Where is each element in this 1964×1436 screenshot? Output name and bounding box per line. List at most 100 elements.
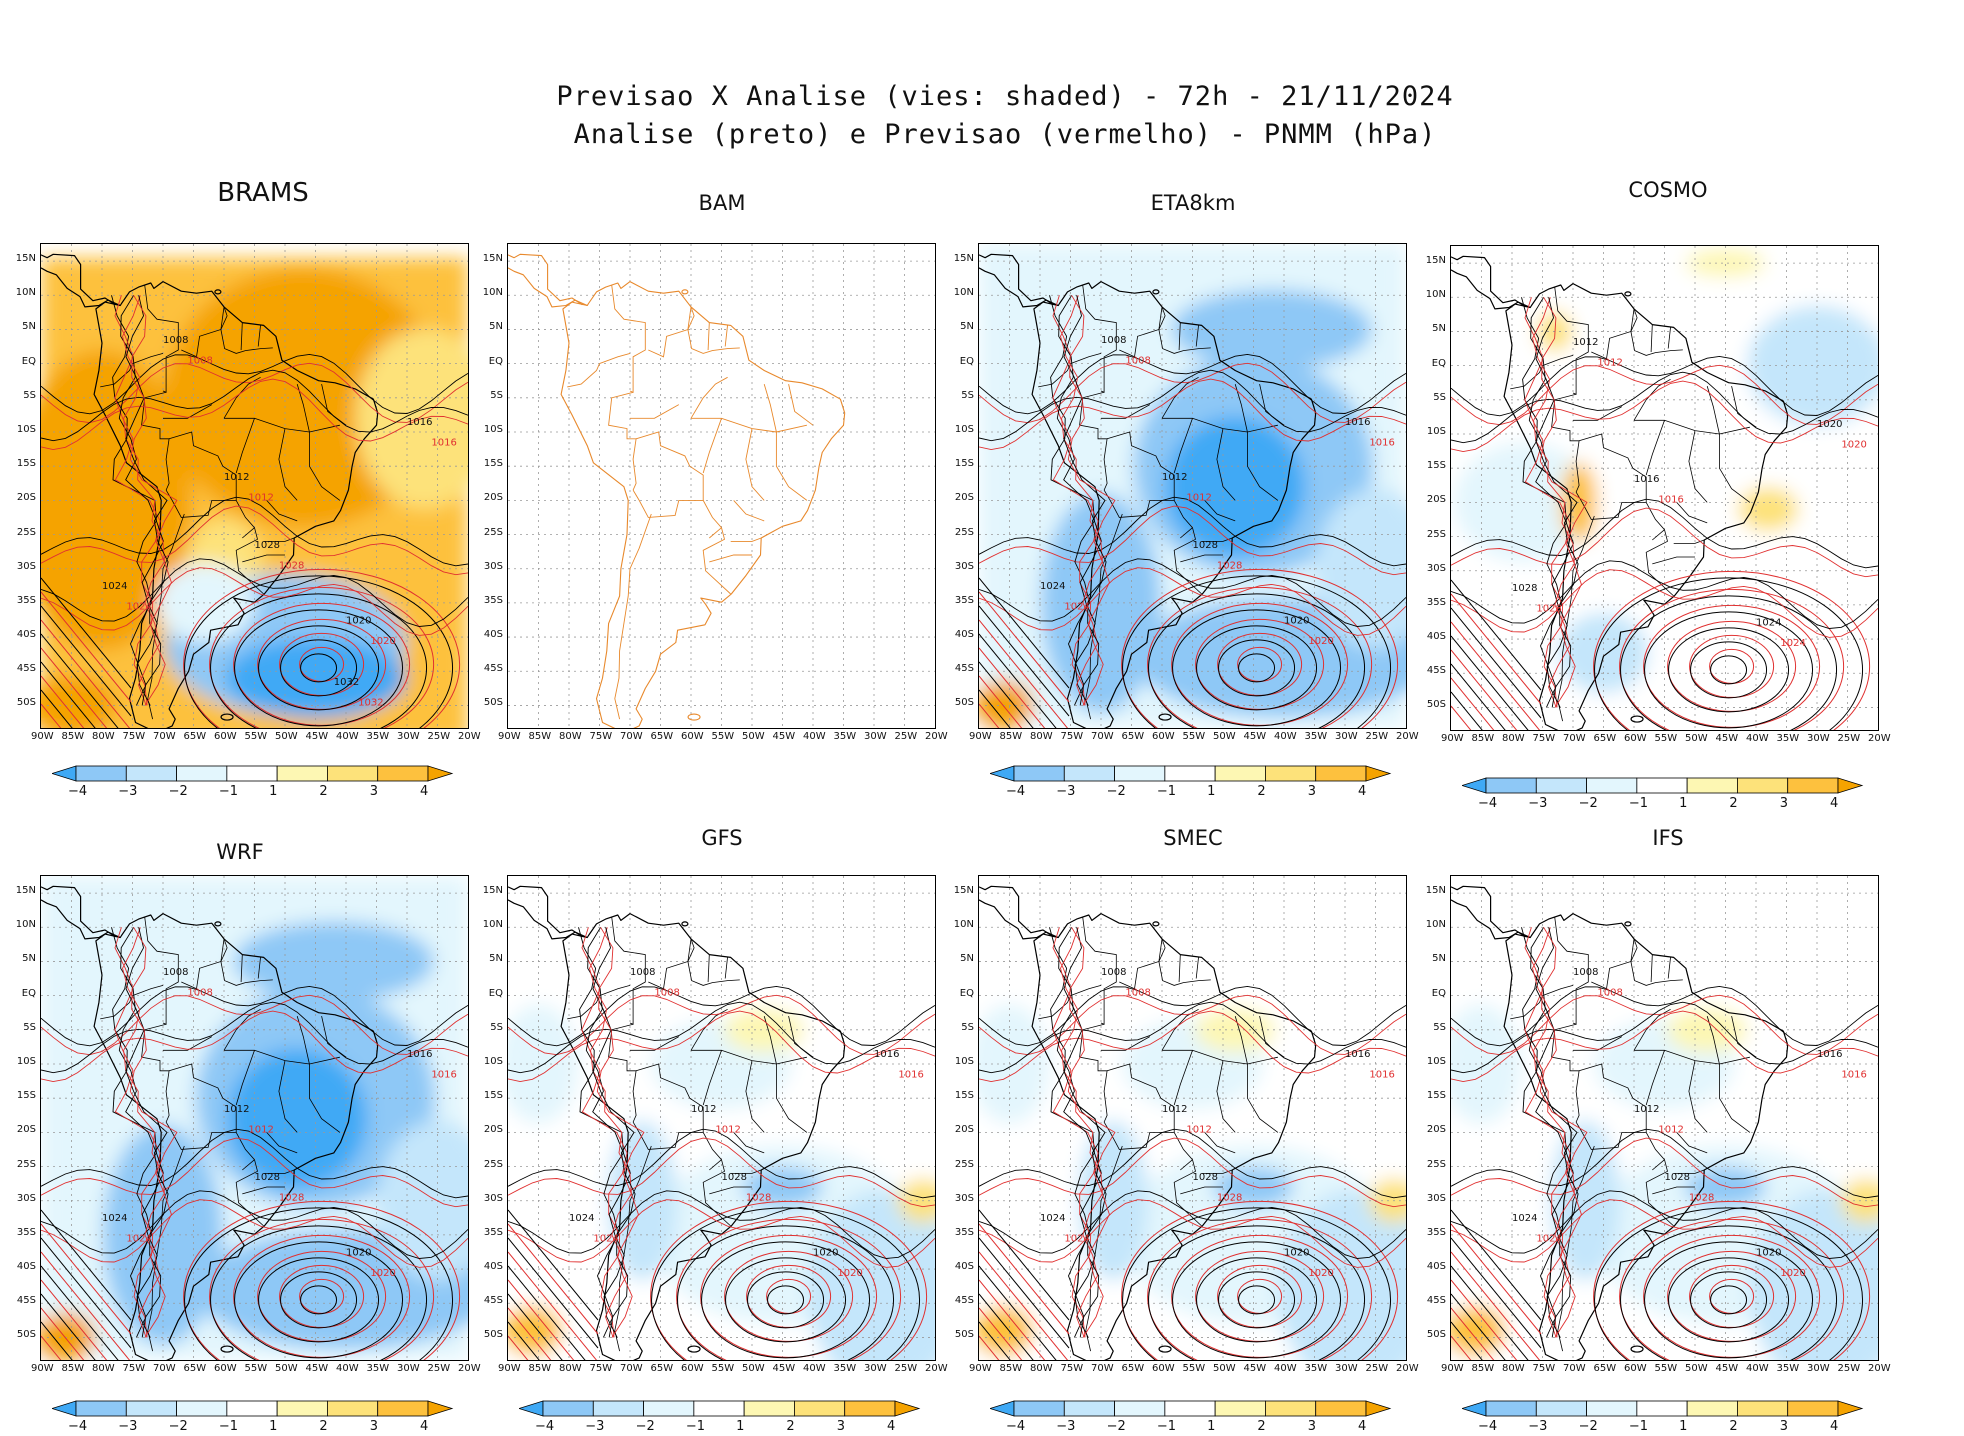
trinidad [214,289,222,295]
analysis-isobar [1594,1207,1864,1360]
contour-label: 1016 [407,1049,432,1060]
colorbar-segment [1063,1400,1115,1417]
contour-label: 1020 [1756,1247,1781,1258]
trinidad [681,289,689,295]
contour-label: 1008 [630,967,655,978]
contour-label-forecast: 1012 [248,1124,273,1135]
forecast-isobar [209,586,435,728]
analysis-isobar [1451,579,1542,691]
lon-tick-label: 45W [305,731,329,742]
colorbar-segment [1586,777,1638,794]
forecast-isobar [41,505,468,576]
contour-label: 1024 [569,1213,594,1224]
contour-label: 1008 [1573,967,1598,978]
forecast-isobar [979,619,1069,728]
colorbar-tick-label: −4 [535,1419,555,1434]
state-border [278,1060,298,1133]
contour-label-forecast: 1012 [715,1124,740,1135]
colorbar-tick-label: 2 [319,1419,328,1434]
lon-tick-label: 50W [275,1363,298,1374]
lon-tick-label: 75W [1532,733,1556,744]
country-border [599,985,631,996]
pressure-contours [1451,297,1878,730]
contour-label-forecast: 1024 [1780,638,1805,649]
state-border [702,1050,722,1106]
contour-label-forecast: 1020 [1841,440,1866,451]
colorbar-tick-label: −1 [1156,784,1177,799]
lat-tick-label: 10S [483,1055,503,1067]
country-border [1119,938,1163,990]
country-border [709,1159,722,1171]
colorbar-tick-label: −2 [1106,1419,1126,1434]
lat-tick-label: 50S [1426,699,1446,711]
country-border [1667,326,1671,349]
lon-tick-label: 25W [1365,1363,1389,1374]
analysis-isobar [1535,927,1579,1338]
falklands [1158,713,1172,721]
colorbar-tick-label: −3 [118,784,138,799]
lat-tick-label: 40S [16,629,36,641]
map-panel-ifs: 1008 1008 1012 1012 1016 1016 1020 1020 1024 1024… [1450,875,1879,1361]
lat-tick-label: 30S [483,560,503,572]
state-border [278,428,298,501]
state-border [1645,1050,1665,1106]
lon-tick-label: 30W [397,1363,420,1374]
colorbar-segment [1013,765,1065,782]
colorbar-tick-label: 3 [1307,784,1316,799]
country-border [1119,306,1163,358]
colorbar-segment [1485,1400,1537,1417]
analysis-isobar [41,1293,96,1360]
colorbar-segment [1164,765,1216,782]
analysis-isobar [258,1257,380,1343]
lon-tick-label: 40W [336,1363,359,1374]
lat-tick-label: 10S [1426,1055,1446,1067]
colorbar-low-arrow [1460,777,1487,794]
contour-label-forecast: 1024 [593,1234,618,1245]
colorbar-low-arrow [517,1400,544,1417]
lon-tick-label: 60W [214,1363,237,1374]
colorbar-tick-label: −1 [685,1419,706,1434]
lon-tick-label: 55W [1654,1363,1678,1374]
lat-tick-label: 40S [954,629,974,641]
state-border [690,376,728,419]
country-border [242,1159,255,1171]
lon-tick-label: 20W [925,1363,948,1374]
lat-tick-label: 15S [16,1090,36,1102]
country-border [1650,954,1653,983]
forecast-isobar [41,591,132,703]
country-border [599,352,631,365]
colorbar-segment [75,765,127,782]
lat-tick-label: 15N [482,885,503,897]
colorbar-high-arrow [1837,777,1864,794]
lat-tick-label: 15N [482,253,503,265]
forecast-isobar [979,378,1406,451]
forecast-isobar [41,1137,468,1208]
colorbar-tick-label: −4 [1478,796,1498,811]
lat-lon-grid [41,876,468,1360]
lon-tick-label: 40W [1746,733,1769,744]
country-border [1082,916,1117,1025]
lon-tick-label: 35W [1776,1363,1800,1374]
central-america-coast-north [979,253,1054,306]
contour-label-forecast: 1032 [358,697,383,708]
coastline [1451,885,1789,1360]
lon-tick-label: 25W [1837,1363,1861,1374]
lat-tick-label: 20S [954,492,974,504]
analysis-isobar [184,575,454,728]
analysis-isobar [508,1209,599,1321]
state-border [702,418,722,474]
colorbar-low-arrow [1460,1400,1487,1417]
bias-weak-cold-area [607,1120,678,1281]
lat-tick-label: 5S [961,1021,974,1033]
forecast-isobar [979,505,1406,576]
state-border [1573,1036,1622,1051]
lat-tick-label: EQ [959,987,974,999]
colorbar-segment [844,1400,896,1417]
panel-title-wrf: WRF [216,839,264,864]
analysis-isobar [41,353,468,415]
falklands [687,713,701,721]
analysis-isobar [125,927,169,1338]
panel-title-smec: SMEC [1163,825,1223,850]
analysis-isobar [1690,641,1768,699]
analysis-isobar [1122,1207,1392,1360]
